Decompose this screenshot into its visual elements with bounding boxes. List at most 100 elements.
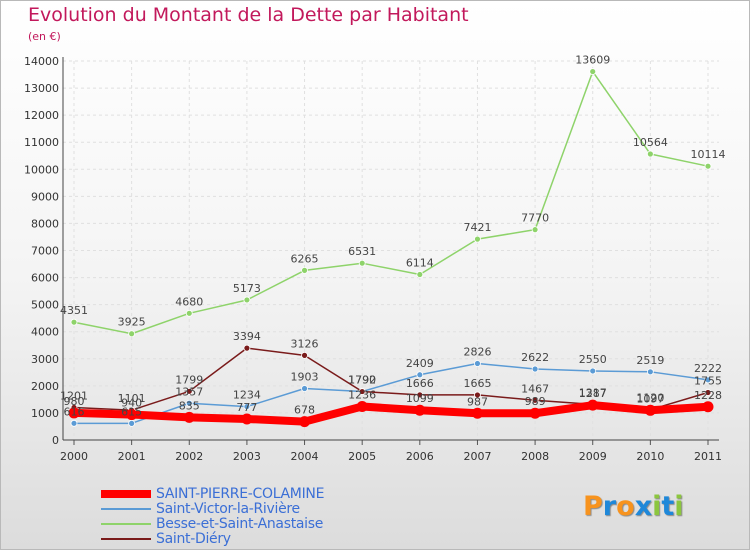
logo-letter: P [583, 491, 603, 522]
data-label: 1665 [463, 377, 491, 390]
data-label: 1792 [348, 373, 376, 386]
legend-swatch [101, 523, 151, 525]
data-label: 10564 [633, 136, 668, 149]
legend-label: Saint-Victor-la-Rivière [156, 501, 300, 517]
data-point-besse-et-saint-anastaise [416, 271, 424, 278]
x-tick-label: 2003 [233, 450, 261, 463]
data-label: 615 [121, 405, 142, 418]
data-label: 835 [179, 399, 200, 412]
legend-label: SAINT-PIERRE-COLAMINE [156, 486, 325, 502]
data-label: 2222 [694, 362, 722, 375]
logo-letter: r [602, 491, 617, 522]
data-point-saint-victor-la-riviere [243, 403, 251, 410]
series-line-besse-et-saint-anastaise [73, 70, 709, 335]
legend-item-saint-pierre-colamine: SAINT-PIERRE-COLAMINE [101, 486, 325, 502]
data-point-saint-victor-la-riviere [474, 360, 481, 367]
data-point-saint-pierre-colamine [644, 404, 656, 416]
chart-title: Evolution du Montant de la Dette par Hab… [28, 4, 469, 26]
y-tick-label: 14000 [24, 55, 59, 68]
data-label: 1799 [175, 373, 203, 386]
y-tick-label: 12000 [24, 109, 59, 122]
data-point-besse-et-saint-anastaise [185, 309, 193, 317]
chart-subtitle: (en €) [28, 30, 61, 43]
data-point-besse-et-saint-anastaise [301, 266, 308, 274]
data-point-saint-diery [185, 387, 193, 395]
y-tick-label: 0 [52, 434, 59, 447]
legend-swatch [101, 490, 151, 498]
data-label: 4680 [175, 295, 203, 308]
data-label: 3126 [291, 337, 319, 350]
y-tick-label: 13000 [24, 82, 59, 95]
data-label: 1666 [406, 377, 434, 390]
data-label: 1234 [233, 389, 261, 402]
data-point-saint-victor-la-riviere [531, 365, 539, 373]
data-point-besse-et-saint-anastaise [589, 68, 597, 75]
logo-letter: i [652, 491, 662, 522]
legend-label: Saint-Diéry [156, 531, 231, 547]
data-point-besse-et-saint-anastaise [704, 162, 712, 170]
data-point-saint-pierre-colamine [587, 399, 599, 411]
y-tick-label: 10000 [24, 163, 59, 176]
data-point-saint-pierre-colamine [241, 413, 253, 425]
data-point-saint-pierre-colamine [68, 407, 80, 419]
data-point-saint-pierre-colamine [471, 407, 483, 419]
y-tick-label: 2000 [31, 380, 59, 393]
data-label: 940 [121, 397, 142, 410]
data-point-saint-diery [358, 388, 366, 395]
x-tick-label: 2008 [521, 450, 549, 463]
data-label: 7770 [521, 212, 549, 225]
x-tick-label: 2001 [118, 450, 146, 463]
data-label: 1317 [579, 386, 607, 399]
data-point-saint-diery [474, 391, 481, 399]
logo-letter: i [674, 491, 684, 522]
data-label: 1201 [60, 389, 88, 402]
data-point-saint-diery [416, 391, 424, 399]
data-label: 6531 [348, 245, 376, 258]
legend-item-besse-et-saint-anastaise: Besse-et-Saint-Anastaise [101, 516, 324, 532]
data-point-saint-pierre-colamine [414, 404, 426, 416]
data-point-saint-victor-la-riviere [301, 385, 308, 392]
data-label: 6265 [291, 252, 319, 265]
legend-item-saint-victor-la-riviere: Saint-Victor-la-Rivière [101, 501, 300, 517]
x-tick-label: 2009 [579, 450, 607, 463]
data-label: 1120 [636, 392, 664, 405]
data-point-besse-et-saint-anastaise [70, 318, 78, 326]
data-label: 989 [525, 395, 546, 408]
x-tick-label: 2005 [348, 450, 376, 463]
data-point-saint-victor-la-riviere [416, 371, 424, 379]
legend-swatch [101, 538, 151, 540]
data-point-saint-pierre-colamine [356, 401, 368, 413]
y-tick-label: 8000 [31, 217, 59, 230]
proxiti-logo: Proxiti [583, 491, 684, 522]
data-point-besse-et-saint-anastaise [358, 259, 366, 267]
series-line-saint-pierre-colamine [70, 401, 712, 426]
x-tick-label: 2007 [463, 450, 491, 463]
x-tick-label: 2006 [406, 450, 434, 463]
data-point-besse-et-saint-anastaise [646, 150, 654, 158]
data-label: 1236 [348, 389, 376, 402]
y-tick-label: 3000 [31, 353, 59, 366]
data-point-saint-pierre-colamine [299, 416, 311, 428]
data-point-saint-pierre-colamine [126, 409, 138, 421]
data-point-saint-diery [704, 389, 712, 396]
data-label: 1101 [118, 392, 146, 405]
y-tick-label: 6000 [31, 272, 59, 285]
data-label: 2826 [463, 345, 491, 358]
data-point-saint-diery [531, 396, 539, 404]
data-label: 4351 [60, 304, 88, 317]
legend-label: Besse-et-Saint-Anastaise [156, 516, 324, 532]
data-point-saint-pierre-colamine [702, 401, 714, 413]
data-point-saint-pierre-colamine [183, 411, 195, 423]
data-label: 1228 [694, 389, 722, 402]
data-point-saint-victor-la-riviere [70, 419, 78, 427]
x-tick-label: 2010 [636, 450, 664, 463]
data-label: 777 [236, 401, 257, 414]
y-tick-label: 7000 [31, 245, 59, 258]
data-label: 987 [467, 395, 488, 408]
data-label: 980 [64, 395, 85, 408]
x-tick-label: 2002 [175, 450, 203, 463]
data-point-saint-victor-la-riviere [128, 419, 136, 427]
data-point-besse-et-saint-anastaise [531, 226, 539, 234]
data-label: 1357 [175, 385, 203, 398]
